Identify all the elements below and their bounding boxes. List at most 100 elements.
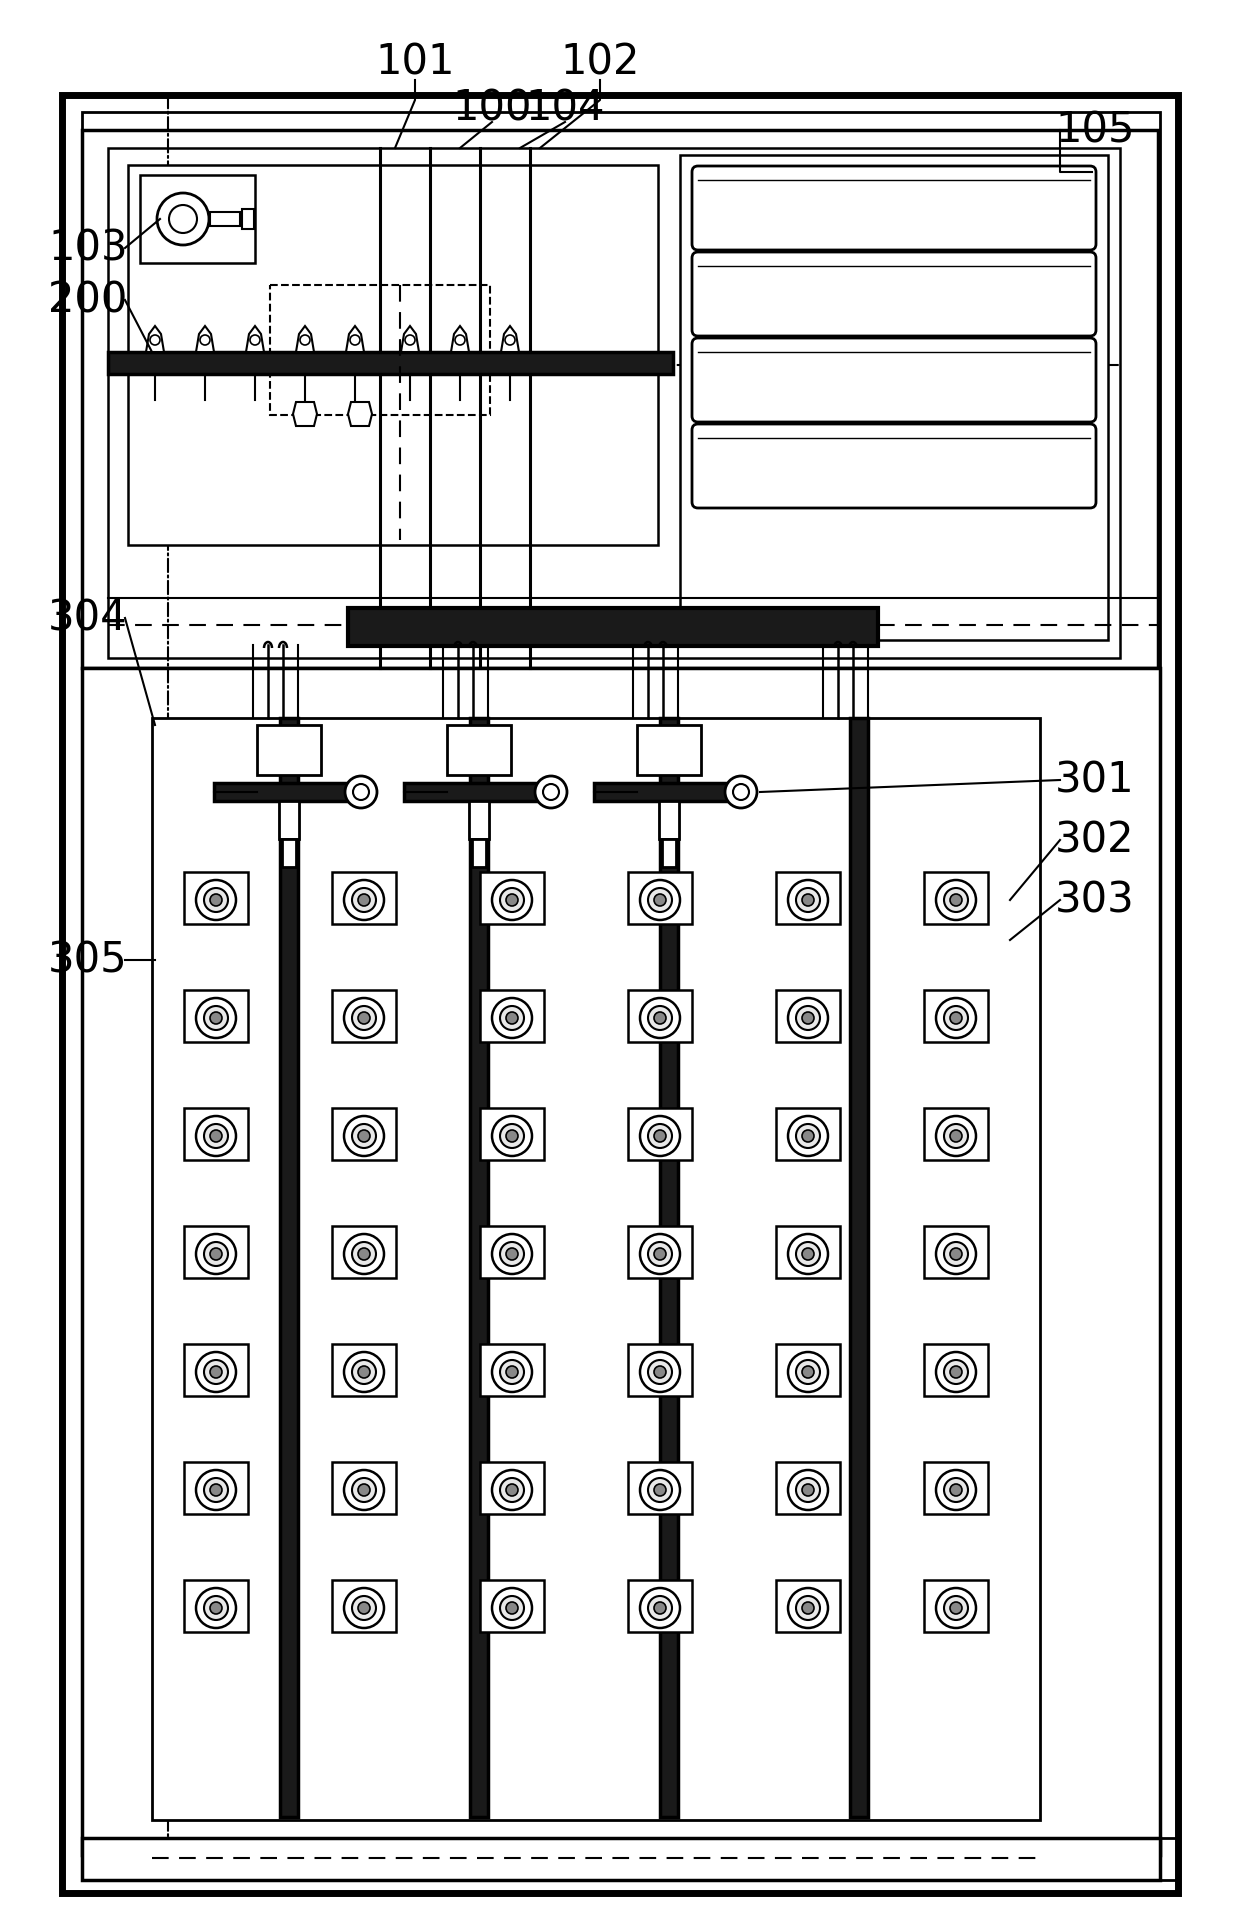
Text: 103: 103 bbox=[48, 226, 128, 269]
Bar bbox=[469, 800, 489, 839]
Text: 102: 102 bbox=[560, 40, 640, 83]
Bar bbox=[627, 1579, 692, 1631]
Circle shape bbox=[534, 775, 567, 808]
Circle shape bbox=[500, 888, 525, 912]
Bar bbox=[627, 1226, 692, 1278]
Circle shape bbox=[950, 1483, 962, 1497]
Circle shape bbox=[343, 1117, 384, 1155]
Circle shape bbox=[787, 1234, 828, 1274]
Bar bbox=[627, 1343, 692, 1395]
Circle shape bbox=[492, 1470, 532, 1510]
Bar bbox=[776, 1226, 839, 1278]
Polygon shape bbox=[296, 326, 314, 351]
Circle shape bbox=[492, 1589, 532, 1627]
Bar bbox=[332, 1107, 396, 1159]
Circle shape bbox=[492, 1234, 532, 1274]
Bar bbox=[184, 1226, 248, 1278]
Circle shape bbox=[210, 1011, 222, 1025]
Circle shape bbox=[950, 1366, 962, 1378]
Bar bbox=[480, 1107, 544, 1159]
Circle shape bbox=[796, 1361, 820, 1384]
Circle shape bbox=[802, 1483, 813, 1497]
Bar bbox=[446, 725, 511, 775]
Circle shape bbox=[506, 1247, 518, 1261]
Bar bbox=[82, 1838, 1159, 1881]
Circle shape bbox=[196, 1589, 236, 1627]
Circle shape bbox=[640, 1117, 680, 1155]
Circle shape bbox=[205, 888, 228, 912]
Bar bbox=[108, 351, 673, 374]
Bar bbox=[332, 871, 396, 925]
Circle shape bbox=[936, 1353, 976, 1391]
Circle shape bbox=[796, 888, 820, 912]
Circle shape bbox=[950, 1011, 962, 1025]
Bar bbox=[924, 871, 988, 925]
Bar bbox=[480, 1462, 544, 1514]
Circle shape bbox=[352, 1597, 376, 1620]
Bar bbox=[776, 1462, 839, 1514]
Circle shape bbox=[950, 894, 962, 906]
Circle shape bbox=[950, 1130, 962, 1142]
Circle shape bbox=[358, 1366, 370, 1378]
Circle shape bbox=[640, 998, 680, 1038]
Circle shape bbox=[802, 1011, 813, 1025]
Text: 101: 101 bbox=[376, 40, 455, 83]
Bar bbox=[776, 1579, 839, 1631]
Polygon shape bbox=[501, 326, 520, 351]
Circle shape bbox=[492, 1117, 532, 1155]
Bar bbox=[658, 800, 680, 839]
Bar bbox=[660, 718, 678, 1817]
Bar bbox=[924, 1107, 988, 1159]
Circle shape bbox=[796, 1125, 820, 1148]
Circle shape bbox=[936, 1117, 976, 1155]
Bar bbox=[82, 111, 1159, 1877]
Bar bbox=[184, 1462, 248, 1514]
Circle shape bbox=[640, 1234, 680, 1274]
Bar bbox=[924, 1226, 988, 1278]
Circle shape bbox=[640, 1470, 680, 1510]
Bar bbox=[849, 718, 868, 1817]
Circle shape bbox=[196, 998, 236, 1038]
Circle shape bbox=[944, 1006, 968, 1031]
Bar bbox=[627, 871, 692, 925]
Text: 105: 105 bbox=[1055, 109, 1135, 152]
Bar bbox=[153, 718, 1040, 1819]
Circle shape bbox=[936, 998, 976, 1038]
Bar bbox=[404, 783, 554, 800]
Circle shape bbox=[944, 1597, 968, 1620]
Circle shape bbox=[205, 1478, 228, 1503]
Circle shape bbox=[787, 1470, 828, 1510]
Bar bbox=[140, 175, 255, 263]
Circle shape bbox=[352, 1242, 376, 1267]
Circle shape bbox=[352, 1478, 376, 1503]
Circle shape bbox=[343, 1470, 384, 1510]
Circle shape bbox=[500, 1597, 525, 1620]
Bar bbox=[480, 1579, 544, 1631]
Polygon shape bbox=[348, 401, 372, 426]
Circle shape bbox=[653, 1366, 666, 1378]
Circle shape bbox=[343, 1234, 384, 1274]
Circle shape bbox=[358, 1011, 370, 1025]
Bar bbox=[594, 783, 744, 800]
Circle shape bbox=[343, 1353, 384, 1391]
Text: 304: 304 bbox=[48, 597, 128, 639]
Circle shape bbox=[936, 1234, 976, 1274]
Circle shape bbox=[733, 785, 749, 800]
Text: 301: 301 bbox=[1055, 760, 1135, 800]
Circle shape bbox=[640, 881, 680, 919]
Bar bbox=[924, 1343, 988, 1395]
Circle shape bbox=[649, 888, 672, 912]
Circle shape bbox=[210, 1602, 222, 1614]
FancyBboxPatch shape bbox=[692, 338, 1096, 422]
Circle shape bbox=[352, 1125, 376, 1148]
Circle shape bbox=[787, 998, 828, 1038]
Text: 100: 100 bbox=[453, 86, 532, 129]
Circle shape bbox=[787, 881, 828, 919]
Bar bbox=[242, 209, 254, 228]
Text: 305: 305 bbox=[48, 938, 128, 981]
Bar bbox=[215, 783, 365, 800]
Text: 200: 200 bbox=[48, 278, 128, 320]
Circle shape bbox=[944, 1125, 968, 1148]
Circle shape bbox=[506, 1011, 518, 1025]
Polygon shape bbox=[451, 326, 469, 351]
